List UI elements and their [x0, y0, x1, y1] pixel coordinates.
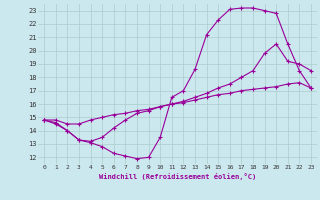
X-axis label: Windchill (Refroidissement éolien,°C): Windchill (Refroidissement éolien,°C)	[99, 173, 256, 180]
